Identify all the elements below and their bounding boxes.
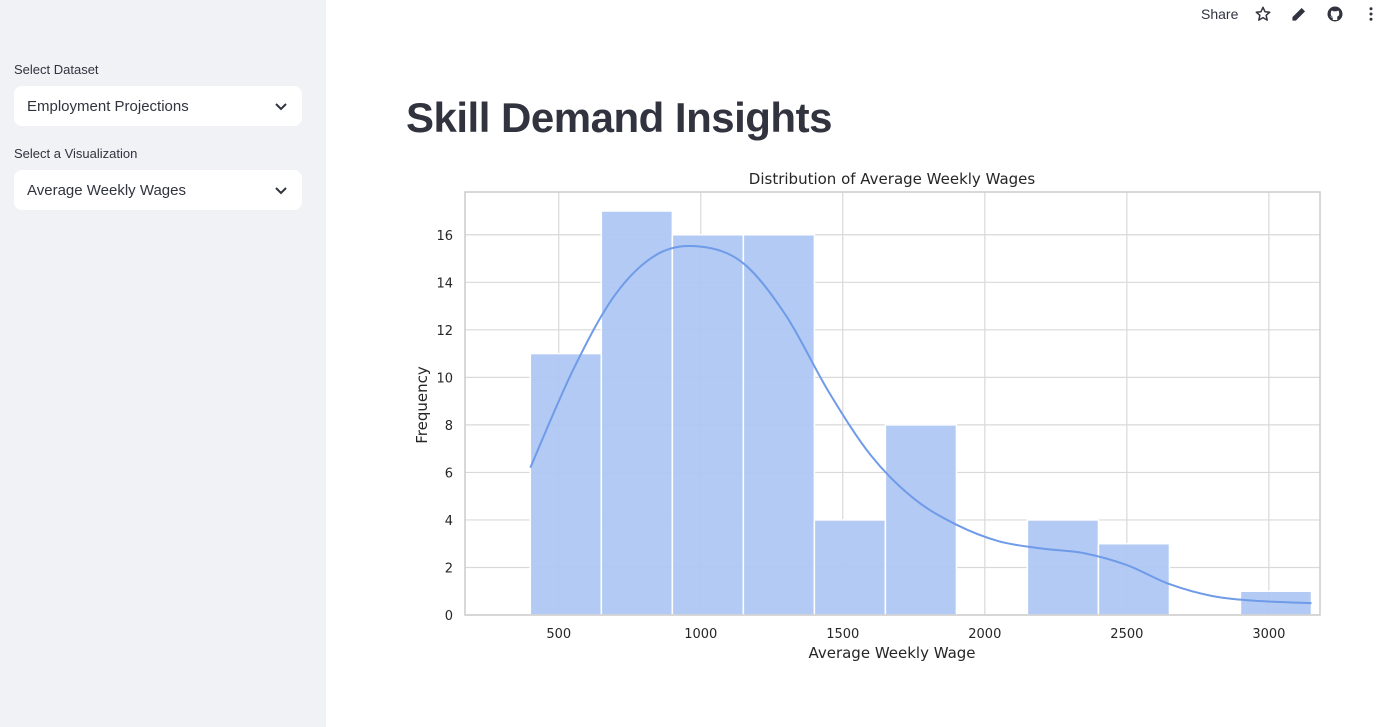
more-vert-icon[interactable]	[1362, 5, 1380, 23]
dataset-select-value: Employment Projections	[27, 98, 189, 115]
histogram-bar	[600, 210, 674, 616]
visualization-select-label: Select a Visualization	[14, 146, 138, 161]
x-tick-label: 1000	[684, 627, 717, 642]
histogram-bar	[884, 424, 958, 616]
kde-line	[529, 244, 1312, 605]
histogram-bar	[529, 352, 603, 616]
y-tick-label: 6	[445, 466, 453, 481]
y-tick-label: 0	[445, 609, 453, 624]
page-title: Skill Demand Insights	[406, 94, 832, 141]
x-tick-label: 3000	[1252, 627, 1285, 642]
y-tick-label: 16	[436, 229, 453, 244]
wage-histogram-chart: Distribution of Average Weekly Wages Ave…	[413, 170, 1321, 662]
star-icon[interactable]	[1254, 5, 1272, 23]
share-button[interactable]: Share	[1201, 6, 1239, 22]
chevron-down-icon	[275, 187, 287, 195]
histogram-bar	[742, 234, 816, 616]
dataset-select[interactable]: Employment Projections	[14, 86, 302, 126]
visualization-select[interactable]: Average Weekly Wages	[14, 170, 302, 210]
plot-frame	[464, 191, 1321, 616]
y-tick-label: 10	[436, 371, 453, 386]
x-tick-label: 2500	[1110, 627, 1143, 642]
histogram-bar	[1026, 519, 1100, 616]
edit-icon[interactable]	[1290, 5, 1308, 23]
y-tick-label: 4	[445, 514, 453, 529]
y-tick-label: 8	[445, 419, 453, 434]
x-tick-label: 1500	[826, 627, 859, 642]
chart-title: Distribution of Average Weekly Wages	[749, 170, 1036, 188]
y-tick-label: 12	[436, 324, 453, 339]
visualization-select-value: Average Weekly Wages	[27, 182, 186, 199]
chevron-down-icon	[275, 103, 287, 111]
y-tick-label: 14	[436, 276, 453, 291]
histogram-bar	[813, 519, 887, 616]
x-tick-label: 2000	[968, 627, 1001, 642]
x-tick-label: 500	[546, 627, 571, 642]
dataset-select-label: Select Dataset	[14, 62, 99, 77]
sidebar: Select Dataset Employment Projections Se…	[0, 0, 326, 727]
histogram-bar	[671, 234, 745, 616]
github-icon[interactable]	[1326, 5, 1344, 23]
x-axis-label: Average Weekly Wage	[808, 644, 975, 662]
y-axis-label: Frequency	[413, 366, 431, 444]
y-tick-label: 2	[445, 561, 453, 576]
